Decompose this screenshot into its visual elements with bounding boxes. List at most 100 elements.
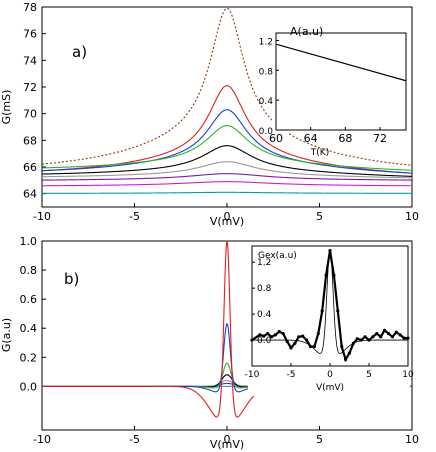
panel-b-inset-data-point: [355, 337, 359, 341]
panel-b-inset-data-point: [371, 335, 375, 339]
panel-b-inset-xtick-label: -10: [245, 370, 260, 380]
panel-b-inset-data-point: [316, 331, 320, 336]
panel-b-inset-data-point: [281, 331, 285, 336]
panel-b-inset-data-point: [297, 335, 301, 339]
panel-a-series-line-1: [41, 85, 413, 174]
panel-b-ytick-label: 0.0: [20, 380, 38, 393]
panel-b-inset-data-point: [273, 333, 277, 337]
panel-a-label: a): [72, 43, 87, 61]
panel-b-xlabel: V(mV): [210, 438, 244, 451]
panel-a-series-line-7: [41, 181, 413, 187]
panel-a-xtick-label: 10: [405, 210, 419, 223]
panel-b-inset-ytick-label: 1.2: [257, 258, 271, 268]
panel-a-ytick-label: 72: [23, 81, 37, 94]
panel-a-inset-ytick-label: 1.2: [259, 37, 273, 47]
panel-b-inset-data-point: [386, 331, 391, 336]
panel-b-xtick-label: 10: [405, 433, 419, 446]
panel-b: -10 -5 0 5 10 0.0 0.2 0.4 0.6 0.8 1.0 b) V(mV) G(a…: [0, 235, 419, 451]
panel-b-xtick-label: -10: [33, 433, 51, 446]
panel-b-inset-data-point: [359, 338, 363, 342]
panel-b-inset-data-point: [266, 331, 270, 336]
panel-a-ticks: -10 -5 0 5 10 64 66 68 70 72 74 76 78: [23, 1, 419, 223]
panel-b-label: b): [64, 270, 79, 288]
panel-b-inset-xtick-label: 0: [327, 370, 333, 380]
panel-b-inset-data-point: [305, 338, 309, 342]
panel-b-inset-data-point: [328, 248, 332, 253]
panel-b-inset-data-point: [277, 330, 281, 334]
panel-a-series-line-6: [41, 173, 413, 181]
panel-b-inset-data-point: [344, 357, 348, 362]
panel-a-series: [41, 7, 413, 194]
panel-b-ytick-label: 0.2: [20, 351, 38, 364]
panel-a-series-line-0: [41, 7, 413, 166]
panel-a-series-line-8: [42, 191, 412, 194]
panel-a-inset-ytick-label: 0.8: [259, 67, 274, 77]
panel-b-inset-data-point: [293, 341, 297, 345]
panel-b-inset-ticks: -10 -5 0 5 10 0.0 0.4 0.8 1.2: [245, 258, 414, 380]
panel-a-inset-trend-line: [275, 43, 407, 82]
panel-b-inset-data-point: [390, 335, 394, 339]
panel-b-inset-data-point: [269, 335, 274, 339]
panel-a-ytick-label: 66: [23, 161, 37, 174]
panel-a-ytick-label: 64: [23, 188, 37, 201]
panel-a-ytick-label: 68: [23, 134, 37, 147]
panel-a-ytick-label: 74: [23, 54, 37, 67]
panel-b-inset-data-point: [375, 331, 379, 336]
panel-b-inset-data-point: [394, 330, 398, 334]
panel-b-inset-background: [248, 244, 410, 396]
panel-b-inset-data-point: [332, 273, 336, 277]
panel-b-inset-data-point: [262, 334, 266, 338]
panel-b-ytick-label: 1.0: [20, 235, 38, 248]
panel-b-inset-xtick-label: 10: [402, 370, 414, 380]
panel-a-xtick-label: -10: [33, 210, 51, 223]
panel-b-inset-data-point: [351, 341, 355, 345]
panel-b-inset-data-point: [367, 338, 371, 342]
panel-a-ytick-label: 70: [23, 108, 37, 121]
panel-b-inset-data-line: [251, 250, 408, 363]
panel-b-inset-data-point: [308, 344, 313, 349]
panel-a-ytick-label: 76: [23, 28, 37, 41]
panel-b-inset-data-point: [406, 336, 410, 340]
panel-a-series-line-5: [41, 161, 413, 179]
panel-b-inset: -10 -5 0 5 10 0.0 0.4 0.8 1.2 Gex(a.u) V(mV): [245, 244, 414, 396]
panel-b-ylabel: G(a.u): [0, 318, 13, 352]
panel-b-ytick-label: 0.8: [20, 264, 38, 277]
panel-b-inset-data-point: [379, 335, 383, 339]
panel-a-xtick-label: -5: [129, 210, 140, 223]
panel-a-inset-frame: [275, 32, 407, 131]
panel-a-series-line-3: [41, 125, 413, 171]
panel-a-ylabel: G(mS): [0, 90, 13, 125]
panel-a-ytick-label: 78: [23, 1, 37, 14]
panel-b-inset-data-point: [383, 328, 387, 332]
panel-b-inset-data-point: [258, 333, 262, 337]
panel-b-inset-data-point: [312, 344, 316, 349]
panel-b-inset-ytick-label: 0.8: [257, 284, 272, 294]
panel-b-ytick-label: 0.4: [20, 322, 38, 335]
panel-a-inset-ytick-label: 0.0: [259, 127, 274, 137]
panel-b-inset-data-point: [363, 335, 367, 339]
panel-b-inset-ytick-label: 0.0: [257, 336, 272, 346]
panel-b-ytick-label: 0.6: [20, 293, 38, 306]
panel-a-inset-xtick-label: 64: [304, 132, 318, 145]
panel-a-inset-xlabel: T(K): [310, 148, 329, 158]
panel-a-inset: 60 64 68 72 0.0 0.4 0.8 1.2 A(a.u) T(K): [259, 13, 408, 158]
panel-a-inset-xtick-label: 68: [338, 132, 352, 145]
panel-b-ticks: -10 -5 0 5 10 0.0 0.2 0.4 0.6 0.8 1.0: [20, 235, 420, 446]
panel-b-inset-xtick-label: 5: [366, 370, 372, 380]
panel-b-inset-data-point: [324, 273, 328, 277]
panel-b-inset-data: [250, 248, 410, 363]
panel-b-inset-data-point: [347, 351, 352, 355]
panel-a-series-line-2: [41, 109, 413, 174]
panel-b-inset-data-point: [250, 338, 254, 342]
panel-a-xtick-label: 5: [316, 210, 323, 223]
panel-a-xlabel: V(mV): [210, 215, 244, 228]
panel-b-inset-data-point: [402, 336, 406, 340]
panel-a-series-line-4: [41, 145, 413, 177]
panel-b-xtick-label: -5: [129, 433, 140, 446]
panel-b-inset-data-point: [340, 344, 344, 349]
panel-a-xtick-label: 0: [224, 210, 231, 223]
panel-b-inset-xtick-label: -5: [287, 370, 296, 380]
panel-b-inset-data-point: [289, 346, 293, 350]
panel-a-inset-xtick-label: 72: [373, 132, 387, 145]
